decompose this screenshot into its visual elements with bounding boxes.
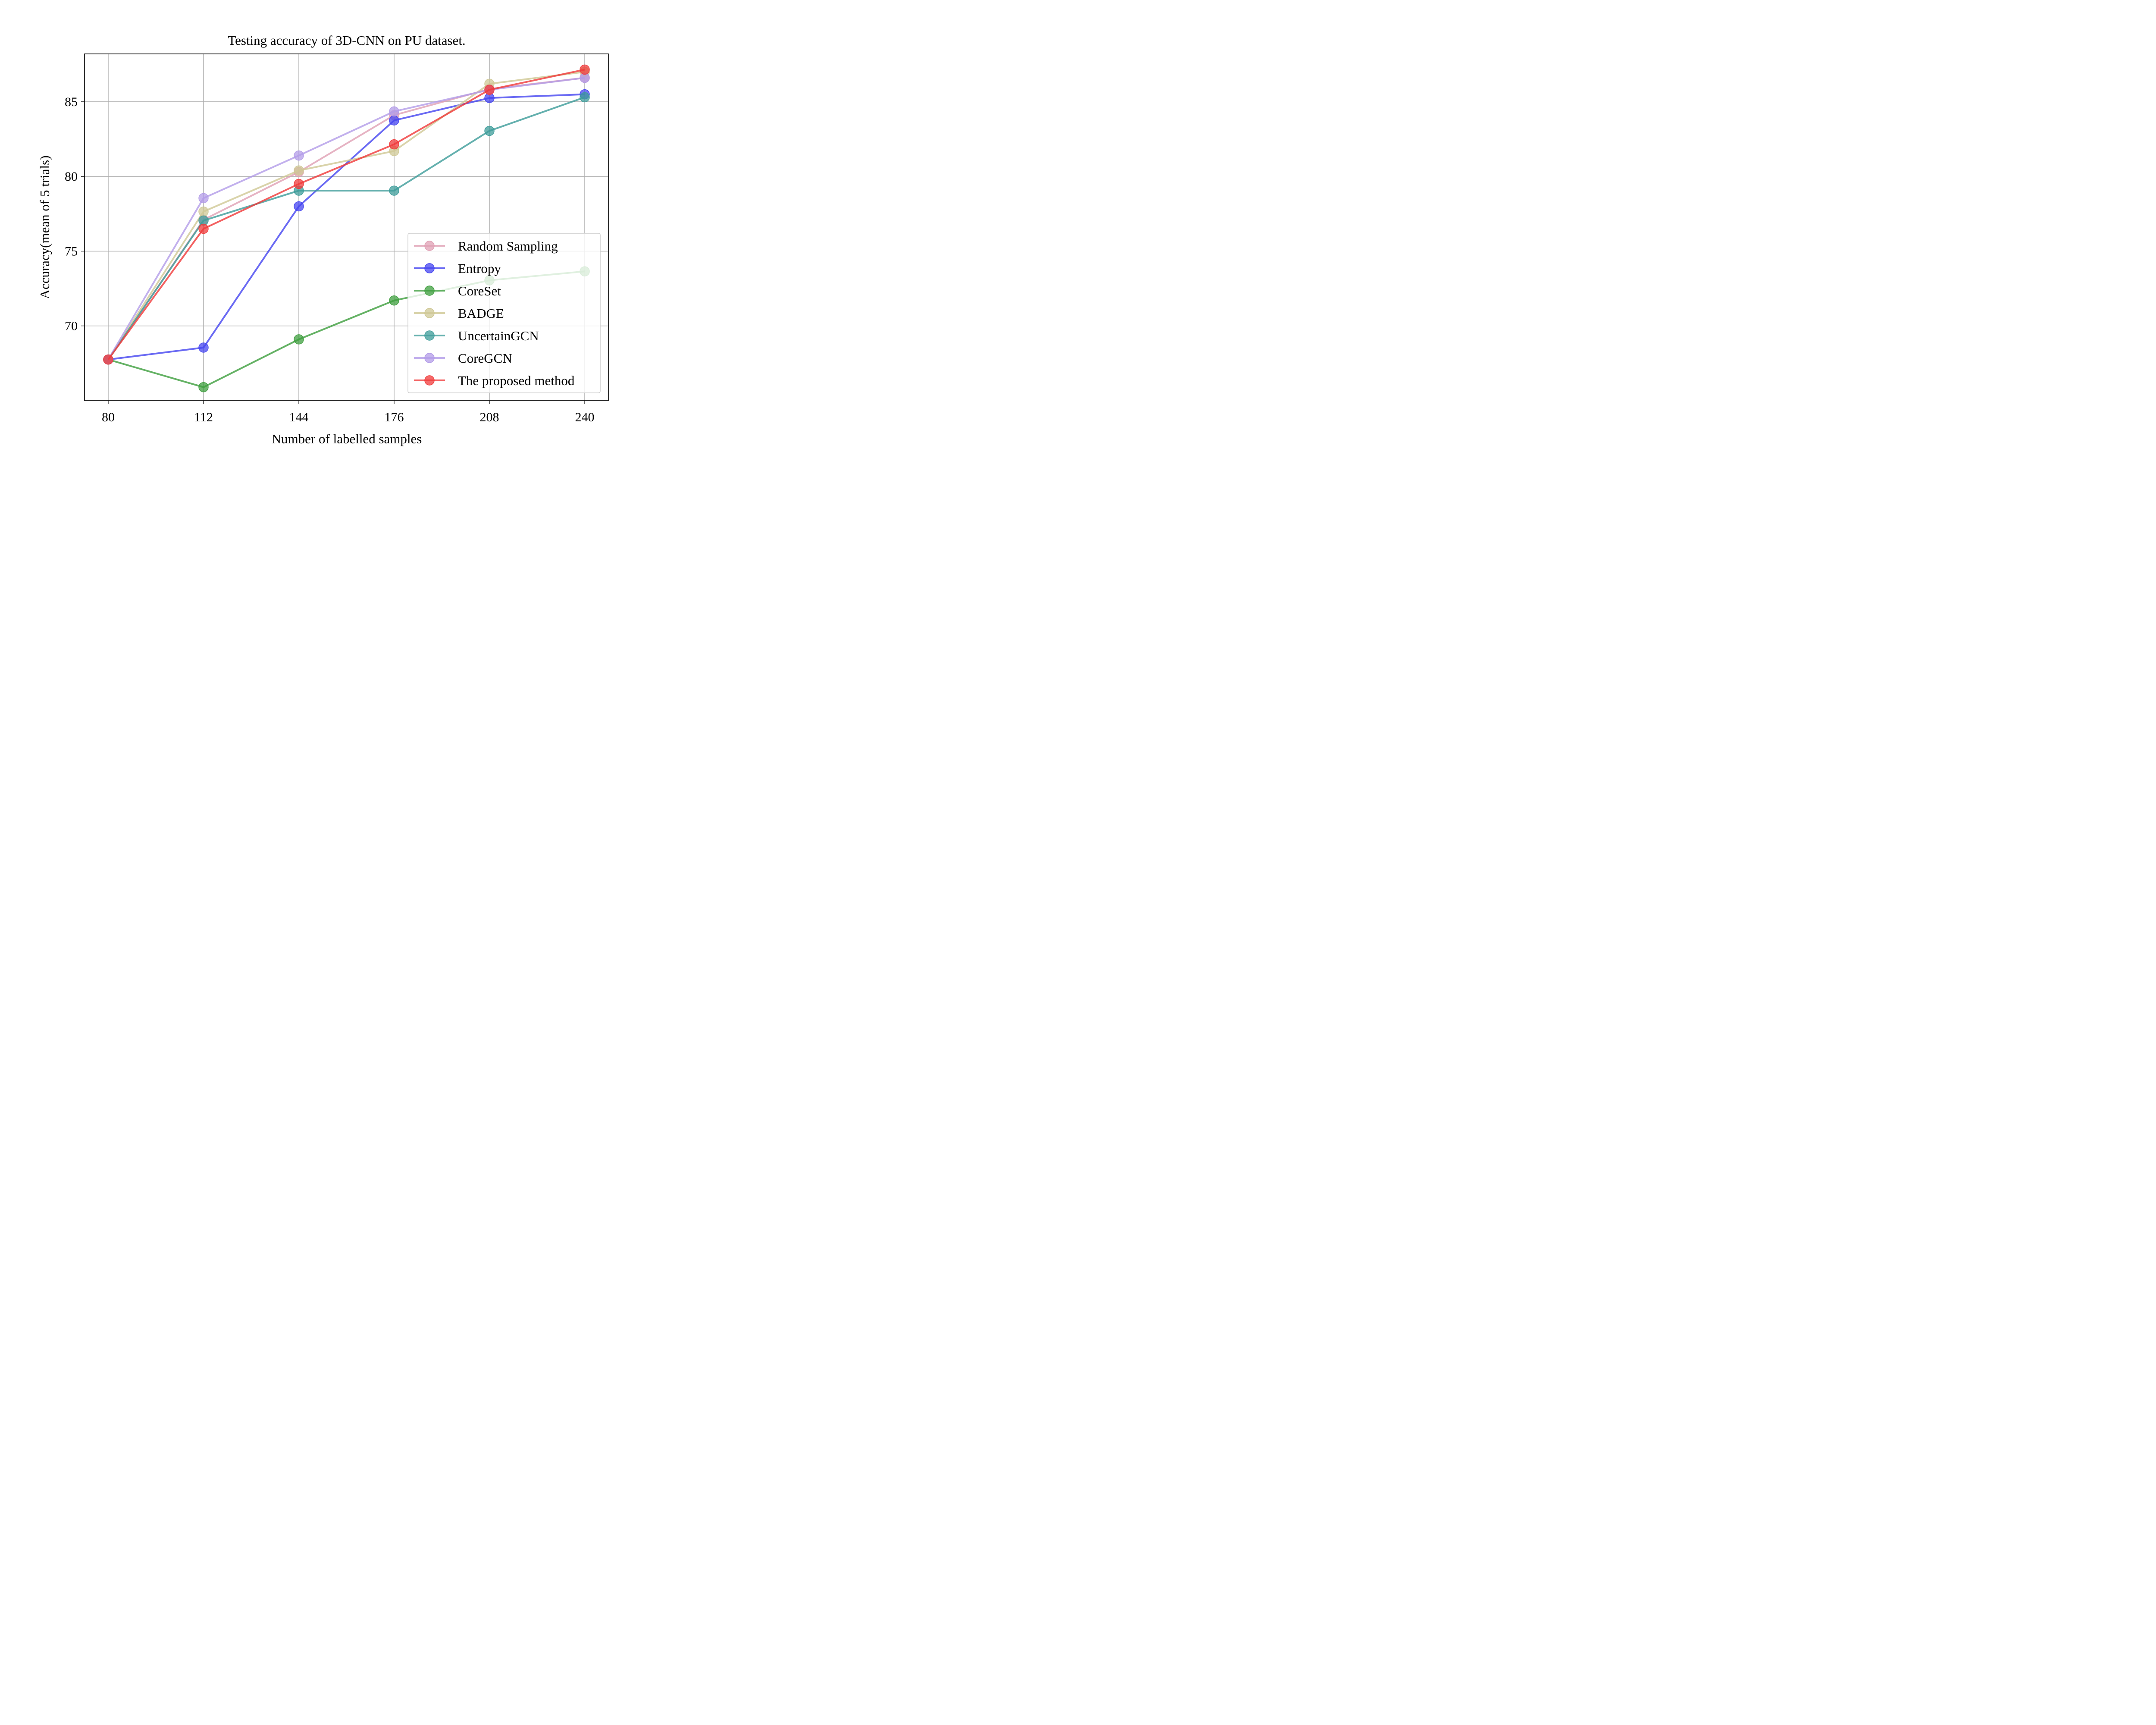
- legend-label: UncertainGCN: [458, 328, 539, 343]
- tick-layer: 80 112 144 176 208 240 70 75 80 85: [65, 95, 595, 424]
- plot-frame: [84, 53, 609, 401]
- legend-label: BADGE: [458, 306, 504, 321]
- data-point: [294, 201, 304, 212]
- legend-marker: [424, 263, 435, 273]
- series-line: [107, 96, 585, 360]
- legend-frame: [407, 233, 601, 393]
- y-axis-label: Accuracy(mean of 5 trials): [37, 155, 52, 299]
- legend-marker: [424, 308, 435, 318]
- x-tick-label: 240: [575, 410, 595, 424]
- legend-entry: CoreSet: [414, 283, 501, 298]
- y-tick-label: 80: [65, 169, 78, 184]
- legend-label: The proposed method: [458, 373, 575, 388]
- legend-marker: [424, 330, 435, 341]
- data-point: [103, 354, 113, 365]
- data-point: [484, 85, 495, 95]
- series-line: [107, 69, 585, 360]
- legend-label: Random Sampling: [458, 238, 558, 254]
- x-tick-label: 112: [194, 410, 213, 424]
- legend-entry: BADGE: [414, 306, 504, 321]
- legend-label: CoreGCN: [458, 351, 512, 366]
- legend-marker: [424, 241, 435, 251]
- data-point: [198, 223, 209, 234]
- y-tick-label: 75: [65, 244, 78, 258]
- data-point: [580, 92, 590, 103]
- legend-entry: Random Sampling: [414, 238, 558, 254]
- legend-label: Entropy: [458, 261, 501, 276]
- data-point: [294, 334, 304, 345]
- grid-layer: [85, 54, 608, 401]
- data-point: [294, 179, 304, 189]
- legend-entry: UncertainGCN: [414, 328, 539, 343]
- data-point: [389, 115, 399, 125]
- series-the-proposed-method: [103, 64, 590, 365]
- data-point: [389, 139, 399, 150]
- legend: Random Sampling Entropy CoreSet BADGE Uncert…: [407, 233, 601, 393]
- data-point: [389, 185, 399, 196]
- series-layer: [103, 64, 590, 392]
- data-point: [389, 106, 399, 117]
- legend-marker: [424, 353, 435, 363]
- data-point: [484, 125, 495, 136]
- data-point: [198, 193, 209, 204]
- data-point: [198, 342, 209, 353]
- series-line: [107, 71, 585, 360]
- y-tick-label: 85: [65, 95, 78, 109]
- data-point: [198, 382, 209, 392]
- y-tick-label: 70: [65, 319, 78, 333]
- data-point: [294, 165, 304, 176]
- legend-marker: [424, 285, 435, 296]
- x-tick-label: 176: [385, 410, 404, 424]
- legend-marker: [424, 375, 435, 386]
- chart-canvas: Testing accuracy of 3D-CNN on PU dataset…: [37, 33, 609, 446]
- x-tick-label: 208: [480, 410, 499, 424]
- legend-entry: CoreGCN: [414, 351, 512, 366]
- x-tick-label: 144: [289, 410, 309, 424]
- data-point: [580, 64, 590, 75]
- x-tick-label: 80: [102, 410, 115, 424]
- series-line: [107, 77, 585, 360]
- legend-label: CoreSet: [458, 283, 501, 298]
- chart-title: Testing accuracy of 3D-CNN on PU dataset…: [228, 33, 465, 48]
- x-axis-label: Number of labelled samples: [272, 431, 422, 446]
- legend-entry: The proposed method: [414, 373, 575, 388]
- legend-entry: Entropy: [414, 261, 501, 276]
- data-point: [389, 295, 399, 306]
- data-point: [198, 206, 209, 217]
- data-point: [294, 150, 304, 161]
